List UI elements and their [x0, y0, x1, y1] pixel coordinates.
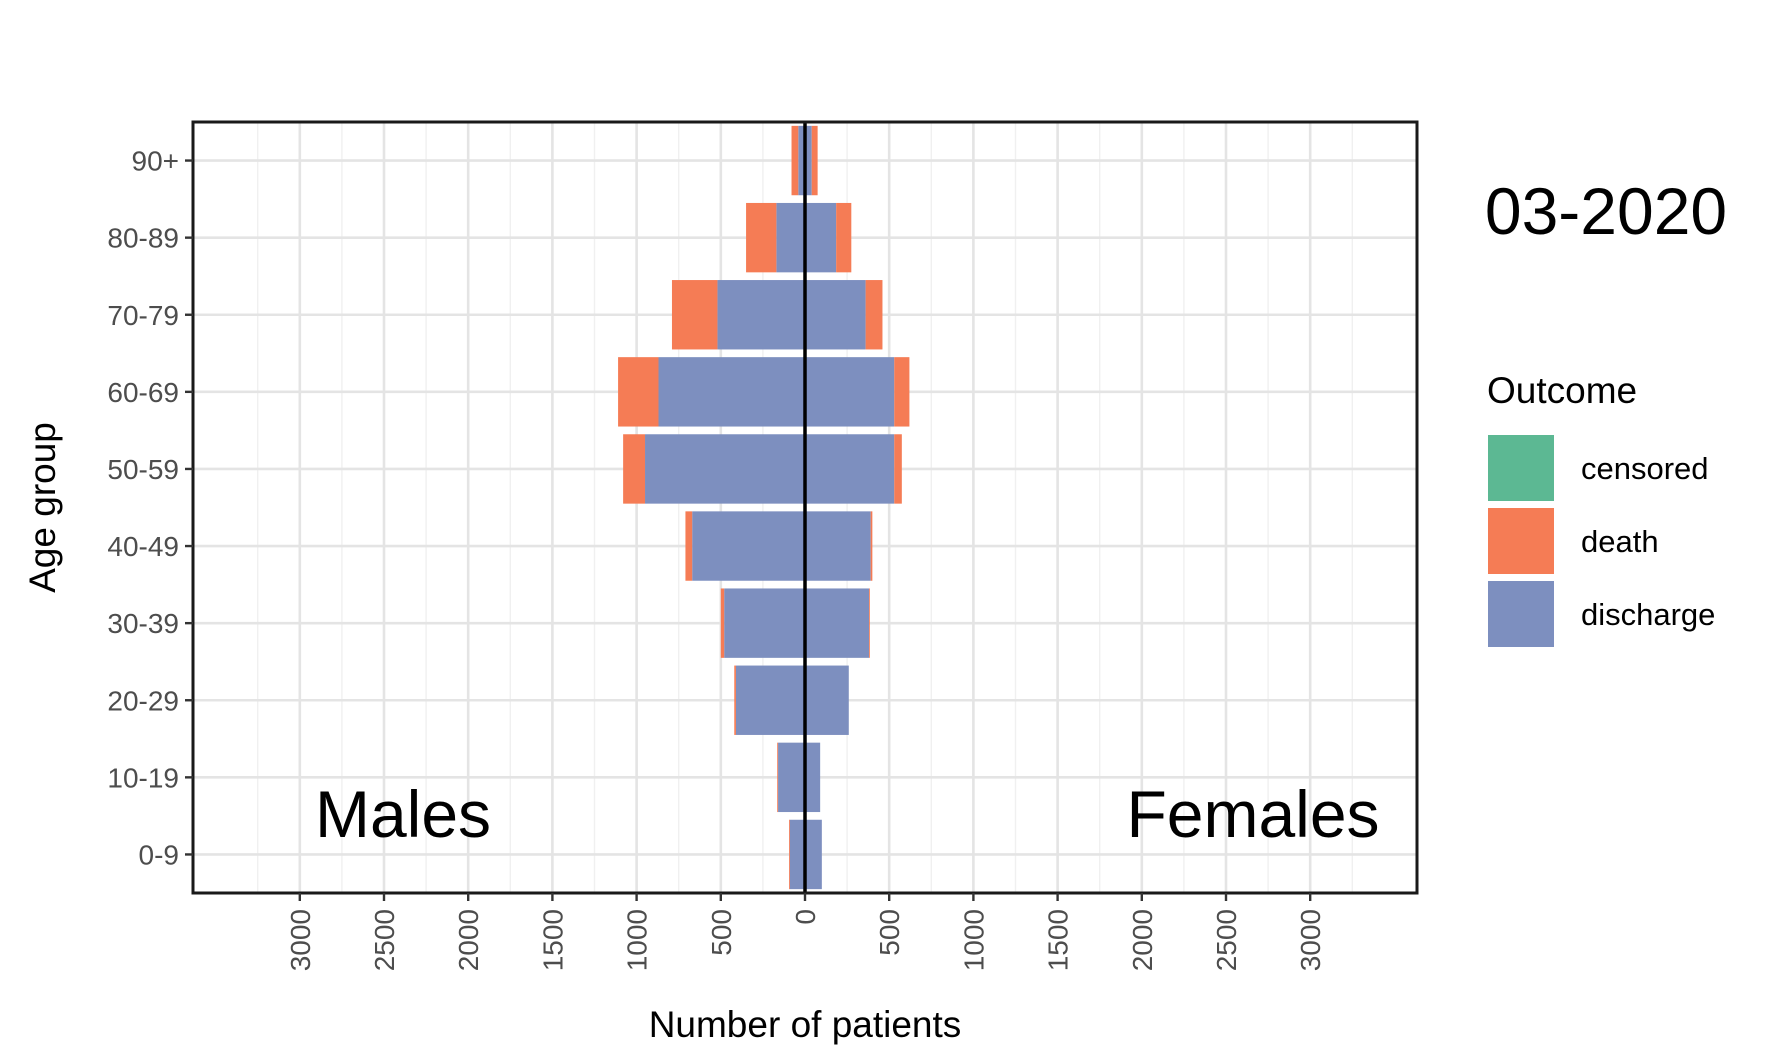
legend-key-death	[1488, 508, 1554, 574]
bar-males-death-80-89	[746, 202, 777, 273]
bar-females-discharge-30-39	[805, 588, 869, 658]
bar-males-death-30-39	[720, 588, 725, 658]
bar-females-discharge-90+	[805, 125, 812, 196]
x-tick-label: 2500	[369, 909, 400, 971]
legend-title: Outcome	[1487, 370, 1637, 411]
x-tick-label: 1500	[537, 909, 568, 971]
legend-key-censored	[1488, 435, 1554, 501]
x-tick-label: 2000	[1127, 909, 1158, 971]
bar-males-discharge-30-39	[724, 588, 805, 658]
bar-males-death-50-59	[623, 434, 646, 504]
bars-group	[618, 125, 910, 890]
bar-males-death-70-79	[671, 280, 718, 350]
bar-males-discharge-80-89	[776, 202, 805, 273]
bar-females-discharge-40-49	[805, 511, 871, 581]
bar-females-discharge-0-9	[805, 819, 822, 890]
x-tick-label: 3000	[285, 909, 316, 971]
females-label: Females	[1126, 777, 1379, 851]
y-axis-title: Age group	[22, 422, 63, 593]
x-tick-label: 3000	[1295, 909, 1326, 971]
x-tick-label: 2000	[453, 909, 484, 971]
y-tick-label: 20-29	[107, 685, 179, 716]
bar-males-death-20-29	[734, 665, 736, 735]
bar-females-discharge-10-19	[805, 742, 821, 813]
y-tick-label: 0-9	[139, 839, 179, 870]
x-tick-label: 1500	[1043, 909, 1074, 971]
period-label: 03-2020	[1485, 174, 1727, 248]
legend-label-death: death	[1581, 524, 1659, 559]
bar-males-discharge-70-79	[717, 280, 805, 350]
bar-females-death-30-39	[868, 588, 870, 658]
bar-females-discharge-80-89	[805, 202, 837, 273]
y-tick-label: 70-79	[107, 300, 179, 331]
bar-males-discharge-0-9	[789, 819, 805, 890]
males-label: Males	[315, 777, 491, 851]
bar-males-death-10-19	[777, 742, 779, 813]
x-tick-label: 1000	[958, 909, 989, 971]
legend-label-censored: censored	[1581, 451, 1709, 486]
y-tick-label: 50-59	[107, 454, 179, 485]
bar-females-death-50-59	[894, 434, 902, 504]
bar-males-death-60-69	[618, 357, 659, 427]
bar-females-discharge-60-69	[805, 357, 895, 427]
bar-males-death-0-9	[789, 819, 790, 890]
x-tick-label: 2500	[1211, 909, 1242, 971]
bar-females-death-40-49	[870, 511, 873, 581]
bar-females-death-60-69	[894, 357, 910, 427]
x-tick-label: 500	[706, 909, 737, 956]
bar-females-death-90+	[811, 125, 818, 196]
y-tick-label: 30-39	[107, 608, 179, 639]
y-tick-label: 10-19	[107, 762, 179, 793]
y-tick-label: 80-89	[107, 223, 179, 254]
y-tick-label: 90+	[132, 146, 180, 177]
y-tick-label: 40-49	[107, 531, 179, 562]
legend: Outcome censored death discharge	[1487, 370, 1715, 647]
legend-label-discharge: discharge	[1581, 597, 1715, 632]
legend-key-discharge	[1488, 581, 1554, 647]
bar-females-death-80-89	[836, 202, 852, 273]
bar-males-death-40-49	[685, 511, 693, 581]
bar-males-death-90+	[791, 125, 799, 196]
bar-males-discharge-10-19	[778, 742, 805, 813]
x-tick-label: 500	[874, 909, 905, 956]
x-tick-label: 0	[790, 909, 821, 925]
bar-males-discharge-90+	[798, 125, 805, 196]
bar-males-discharge-20-29	[735, 665, 805, 735]
bar-males-discharge-50-59	[645, 434, 805, 504]
bar-females-death-70-79	[865, 280, 883, 350]
y-tick-label: 60-69	[107, 377, 179, 408]
bar-females-discharge-50-59	[805, 434, 895, 504]
x-axis-title: Number of patients	[649, 1004, 962, 1045]
bar-females-discharge-70-79	[805, 280, 866, 350]
x-tick-label: 1000	[622, 909, 653, 971]
bar-males-discharge-60-69	[658, 357, 805, 427]
bar-males-discharge-40-49	[692, 511, 805, 581]
bar-females-discharge-20-29	[805, 665, 849, 735]
